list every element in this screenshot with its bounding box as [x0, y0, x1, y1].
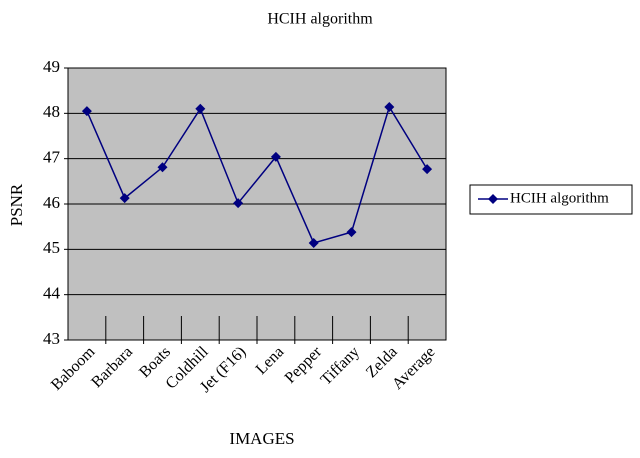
legend-label: HCIH algorithm: [510, 190, 609, 206]
y-tick-label: 45: [43, 238, 60, 257]
marker: [270, 151, 281, 162]
marker: [308, 237, 319, 248]
line: [86, 105, 428, 244]
x-tick-label: Barbara: [88, 343, 136, 391]
y-tick-label: 47: [43, 148, 61, 167]
y-tick-label: 49: [43, 57, 60, 76]
marker: [119, 193, 130, 204]
marker: [233, 198, 244, 209]
legend-marker: [488, 194, 498, 204]
marker: [195, 103, 206, 114]
y-tick-label: 48: [43, 102, 60, 121]
marker: [157, 162, 168, 173]
marker: [422, 164, 433, 175]
y-tick-label: 43: [43, 329, 60, 348]
x-tick-label: Pepper: [282, 343, 326, 387]
y-axis-label: PSNR: [7, 183, 26, 226]
chart-title: HCIH algorithm: [267, 11, 373, 28]
x-tick-label: Baboom: [48, 343, 99, 394]
x-axis-label: IMAGES: [229, 429, 294, 448]
x-tick-label: Average: [389, 343, 438, 392]
y-tick-label: 46: [43, 193, 60, 212]
x-tick-label: Lena: [253, 343, 288, 378]
y-tick-label: 44: [43, 284, 61, 303]
x-tick-label: Tiffany: [318, 343, 363, 388]
marker: [384, 101, 395, 112]
marker: [81, 106, 92, 117]
marker: [346, 227, 357, 238]
